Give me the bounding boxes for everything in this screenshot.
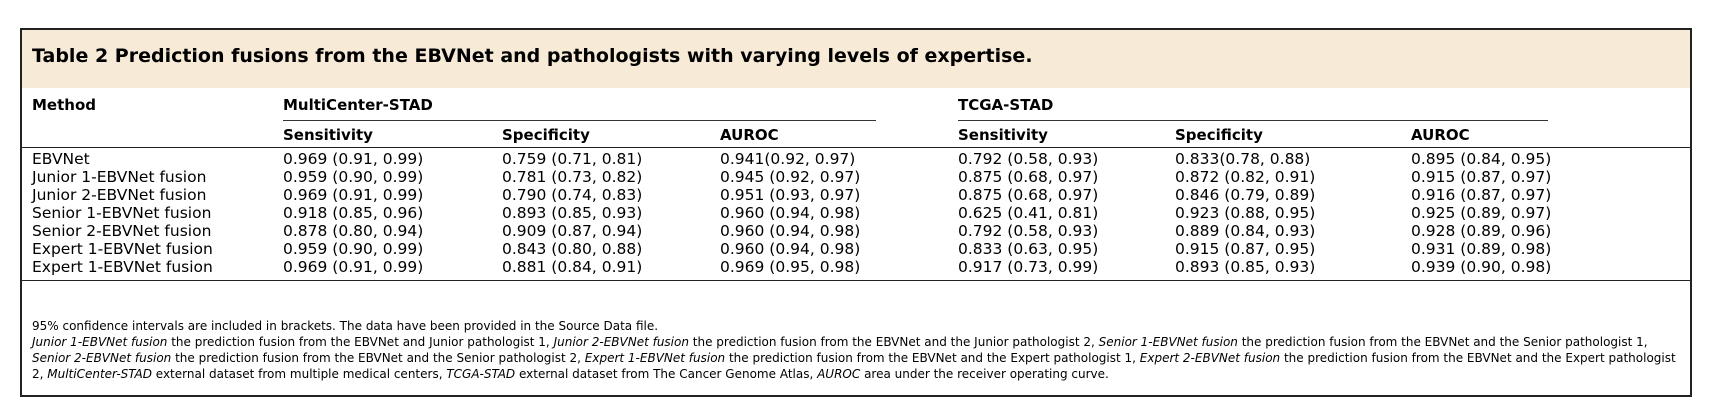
cell-specificity-tcga: 0.915 (0.87, 0.95) — [1175, 240, 1316, 258]
subheader-auroc-tcga: AUROC — [1411, 126, 1470, 144]
cell-auroc-tcga: 0.916 (0.87, 0.97) — [1411, 186, 1552, 204]
cell-sensitivity-mc: 0.918 (0.85, 0.96) — [283, 204, 424, 222]
abbrev-term: Expert 2-EBVNet fusion — [1139, 351, 1281, 365]
abbrev-term: Junior 2-EBVNet fusion — [553, 335, 689, 349]
cell-specificity-tcga: 0.893 (0.85, 0.93) — [1175, 258, 1316, 276]
group-rule-tcga — [958, 120, 1548, 121]
abbrev-def: the prediction fusion from the EBVNet an… — [725, 351, 1140, 365]
abbrev-def: external dataset from The Cancer Genome … — [515, 367, 818, 381]
abbrev-term: Senior 2-EBVNet fusion — [32, 351, 172, 365]
row-method: Junior 1-EBVNet fusion — [32, 168, 207, 186]
cell-sensitivity-tcga: 0.875 (0.68, 0.97) — [958, 186, 1099, 204]
cell-auroc-mc: 0.960 (0.94, 0.98) — [720, 222, 861, 240]
abbrev-term: Expert 1-EBVNet fusion — [584, 351, 726, 365]
abbrev-def: the prediction fusion from the EBVNet an… — [1237, 335, 1648, 349]
abbrev-term: TCGA-STAD — [446, 367, 516, 381]
abbrev-entry: Junior 1-EBVNet fusion the prediction fu… — [32, 335, 554, 349]
row-method: Senior 2-EBVNet fusion — [32, 222, 212, 240]
abbrev-entry: MultiCenter-STAD external dataset from m… — [47, 367, 446, 381]
cell-sensitivity-mc: 0.878 (0.80, 0.94) — [283, 222, 424, 240]
abbrev-def: the prediction fusion from the EBVNet an… — [32, 351, 1676, 381]
subheader-sensitivity-mc: Sensitivity — [283, 126, 373, 144]
abbrev-entry: Senior 2-EBVNet fusion the prediction fu… — [32, 351, 585, 365]
footnote-main: 95% confidence intervals are included in… — [32, 319, 659, 333]
header-rule — [22, 147, 1690, 148]
group-header-multicenter: MultiCenter-STAD — [283, 96, 433, 114]
subheader-sensitivity-tcga: Sensitivity — [958, 126, 1048, 144]
cell-specificity-mc: 0.843 (0.80, 0.88) — [502, 240, 643, 258]
cell-auroc-tcga: 0.931 (0.89, 0.98) — [1411, 240, 1552, 258]
cell-sensitivity-tcga: 0.792 (0.58, 0.93) — [958, 222, 1099, 240]
abbrev-entry: Senior 1-EBVNet fusion the prediction fu… — [1099, 335, 1648, 349]
abbrev-term: Senior 1-EBVNet fusion — [1098, 335, 1238, 349]
cell-auroc-mc: 0.960 (0.94, 0.98) — [720, 240, 861, 258]
subheader-specificity-tcga: Specificity — [1175, 126, 1263, 144]
cell-specificity-mc: 0.759 (0.71, 0.81) — [502, 150, 643, 168]
caption-bar: Table 2 Prediction fusions from the EBVN… — [22, 30, 1690, 88]
cell-auroc-tcga: 0.915 (0.87, 0.97) — [1411, 168, 1552, 186]
cell-sensitivity-mc: 0.969 (0.91, 0.99) — [283, 186, 424, 204]
cell-auroc-mc: 0.969 (0.95, 0.98) — [720, 258, 861, 276]
cell-specificity-tcga: 0.923 (0.88, 0.95) — [1175, 204, 1316, 222]
cell-sensitivity-tcga: 0.833 (0.63, 0.95) — [958, 240, 1099, 258]
cell-specificity-mc: 0.909 (0.87, 0.94) — [502, 222, 643, 240]
footnote-abbreviations: Junior 1-EBVNet fusion the prediction fu… — [32, 334, 1682, 382]
abbrev-entry: TCGA-STAD external dataset from The Canc… — [446, 367, 817, 381]
abbrev-entry: AUROC area under the receiver operating … — [817, 367, 1109, 381]
abbrev-def: the prediction fusion from the EBVNet an… — [688, 335, 1099, 349]
cell-sensitivity-mc: 0.959 (0.90, 0.99) — [283, 240, 424, 258]
abbrev-def: the prediction fusion from the EBVNet an… — [167, 335, 554, 349]
subheader-auroc-mc: AUROC — [720, 126, 779, 144]
cell-sensitivity-tcga: 0.625 (0.41, 0.81) — [958, 204, 1099, 222]
abbrev-term: AUROC — [817, 367, 861, 381]
bottom-rule — [22, 280, 1690, 281]
cell-sensitivity-mc: 0.959 (0.90, 0.99) — [283, 168, 424, 186]
cell-specificity-mc: 0.790 (0.74, 0.83) — [502, 186, 643, 204]
abbrev-term: Junior 1-EBVNet fusion — [32, 335, 168, 349]
cell-specificity-tcga: 0.833(0.78, 0.88) — [1175, 150, 1311, 168]
method-header: Method — [32, 96, 96, 114]
table-frame: Table 2 Prediction fusions from the EBVN… — [20, 28, 1692, 397]
table-caption: Table 2 Prediction fusions from the EBVN… — [32, 45, 1033, 67]
cell-specificity-tcga: 0.846 (0.79, 0.89) — [1175, 186, 1316, 204]
abbrev-def: the prediction fusion from the EBVNet an… — [171, 351, 585, 365]
subheader-specificity-mc: Specificity — [502, 126, 590, 144]
cell-auroc-mc: 0.951 (0.93, 0.97) — [720, 186, 861, 204]
abbrev-term: MultiCenter-STAD — [47, 367, 152, 381]
cell-specificity-mc: 0.893 (0.85, 0.93) — [502, 204, 643, 222]
cell-auroc-tcga: 0.939 (0.90, 0.98) — [1411, 258, 1552, 276]
row-method: Senior 1-EBVNet fusion — [32, 204, 212, 222]
cell-sensitivity-tcga: 0.917 (0.73, 0.99) — [958, 258, 1099, 276]
group-header-tcga: TCGA-STAD — [958, 96, 1054, 114]
cell-sensitivity-mc: 0.969 (0.91, 0.99) — [283, 150, 424, 168]
abbrev-entry: Expert 1-EBVNet fusion the prediction fu… — [585, 351, 1140, 365]
abbrev-def: area under the receiver operating curve. — [860, 367, 1109, 381]
group-rule-multicenter — [283, 120, 876, 121]
cell-auroc-mc: 0.941(0.92, 0.97) — [720, 150, 856, 168]
row-method: Expert 1-EBVNet fusion — [32, 258, 213, 276]
cell-auroc-tcga: 0.928 (0.89, 0.96) — [1411, 222, 1552, 240]
cell-sensitivity-tcga: 0.792 (0.58, 0.93) — [958, 150, 1099, 168]
table-footnotes: 95% confidence intervals are included in… — [32, 318, 1682, 382]
abbrev-def: external dataset from multiple medical c… — [151, 367, 447, 381]
cell-sensitivity-tcga: 0.875 (0.68, 0.97) — [958, 168, 1099, 186]
cell-auroc-mc: 0.945 (0.92, 0.97) — [720, 168, 861, 186]
cell-specificity-mc: 0.881 (0.84, 0.91) — [502, 258, 643, 276]
cell-sensitivity-mc: 0.969 (0.91, 0.99) — [283, 258, 424, 276]
row-method: EBVNet — [32, 150, 90, 168]
abbrev-entry: Junior 2-EBVNet fusion the prediction fu… — [554, 335, 1099, 349]
cell-auroc-tcga: 0.925 (0.89, 0.97) — [1411, 204, 1552, 222]
cell-auroc-tcga: 0.895 (0.84, 0.95) — [1411, 150, 1552, 168]
abbrev-entry: Expert 2-EBVNet fusion the prediction fu… — [32, 351, 1676, 381]
row-method: Junior 2-EBVNet fusion — [32, 186, 207, 204]
cell-specificity-tcga: 0.889 (0.84, 0.93) — [1175, 222, 1316, 240]
cell-auroc-mc: 0.960 (0.94, 0.98) — [720, 204, 861, 222]
cell-specificity-tcga: 0.872 (0.82, 0.91) — [1175, 168, 1316, 186]
row-method: Expert 1-EBVNet fusion — [32, 240, 213, 258]
cell-specificity-mc: 0.781 (0.73, 0.82) — [502, 168, 643, 186]
